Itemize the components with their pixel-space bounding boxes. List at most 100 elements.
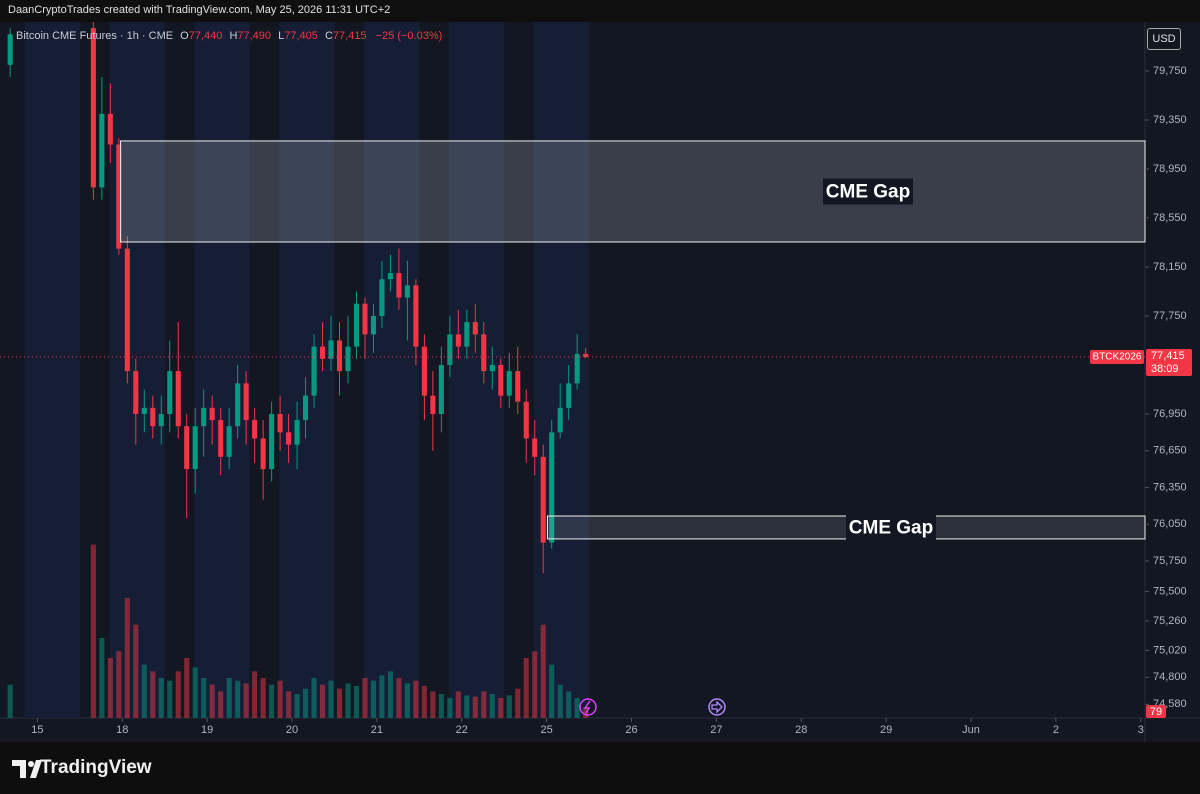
session-band <box>109 22 165 718</box>
event-icon[interactable] <box>579 698 597 716</box>
candle-body <box>413 285 419 347</box>
volume-bar <box>175 671 181 718</box>
volume-bar <box>7 684 13 718</box>
logo-icon <box>12 760 42 778</box>
volume-bar <box>387 671 393 718</box>
candle-body <box>226 426 232 457</box>
ohlc-value: 77,415 <box>332 30 367 42</box>
volume-bar <box>549 664 555 718</box>
candle-body <box>515 371 521 402</box>
volume-bar <box>286 691 292 718</box>
candle-body <box>396 273 402 298</box>
candle-body <box>116 144 122 249</box>
candle-body <box>438 364 444 414</box>
footer-background <box>0 742 1200 794</box>
logo-text: TradingView <box>40 757 152 778</box>
candle-body <box>379 279 385 316</box>
candle-body <box>498 364 504 396</box>
candle-body <box>90 28 96 188</box>
volume-bar <box>557 684 563 718</box>
candle-body <box>269 413 275 470</box>
volume-bar <box>226 678 232 718</box>
volume-bar <box>107 658 113 718</box>
volume-bar <box>124 598 130 718</box>
volume-bar <box>413 680 419 718</box>
volume-bar <box>506 695 512 718</box>
volume-bar <box>319 684 326 718</box>
y-tick-label: 75,750 <box>1153 555 1187 567</box>
candle-body <box>370 315 377 335</box>
volume-bar <box>353 686 360 718</box>
y-tick-label: 79,350 <box>1153 114 1187 126</box>
symbol-badge <box>1090 350 1144 365</box>
y-tick-label: 77,750 <box>1153 310 1187 322</box>
session-band <box>364 22 420 718</box>
ohlc-value: 77,405 <box>284 30 318 42</box>
x-tick-label: 3 <box>1138 724 1144 736</box>
candle-body <box>192 426 198 470</box>
y-tick-label: 76,650 <box>1153 445 1187 457</box>
volume-bar <box>455 691 461 718</box>
volume-bar <box>303 688 309 718</box>
y-tick-label: 78,150 <box>1153 261 1187 273</box>
x-tick-label: 2 <box>1053 724 1059 736</box>
volume-bar <box>574 698 580 718</box>
volume-bar <box>141 664 147 718</box>
currency-button[interactable]: USD <box>1147 28 1181 50</box>
x-tick-label: 29 <box>880 724 892 736</box>
y-tick-label: 78,550 <box>1153 212 1187 224</box>
volume-bar <box>235 680 241 718</box>
event-icon-glyph <box>711 700 723 714</box>
x-tick-label: 15 <box>31 724 43 736</box>
candle-body <box>294 420 300 445</box>
volume-bar <box>430 691 436 718</box>
y-tick-label: 79,750 <box>1153 65 1187 77</box>
volume-layer <box>7 544 589 718</box>
y-tick-label: 78,950 <box>1153 163 1187 175</box>
volume-bar <box>379 675 385 718</box>
y-tick-label: 74,800 <box>1153 671 1187 683</box>
volume-bar <box>362 678 368 718</box>
candle-body <box>277 413 283 433</box>
candle-body <box>150 407 156 427</box>
candle-body <box>549 432 555 543</box>
session-band <box>449 22 505 718</box>
volume-bar <box>532 651 538 718</box>
event-icon[interactable] <box>708 698 726 716</box>
ohlc-value: 77,490 <box>237 30 272 42</box>
candle-body <box>311 346 317 396</box>
ohlc-value: 77,440 <box>188 30 223 42</box>
legend: Bitcoin CME Futures · 1h · CME O77,440 H… <box>16 30 442 42</box>
gap-label: CME Gap <box>826 181 910 202</box>
candle-body <box>252 420 258 439</box>
x-tick-label: 25 <box>540 724 552 736</box>
y-tick-label: 76,350 <box>1153 481 1187 493</box>
candle-body <box>133 371 139 414</box>
volume-bar <box>336 688 343 718</box>
y-tick-label: 76,050 <box>1153 518 1187 530</box>
volume-bar <box>133 624 139 718</box>
volume-bar <box>260 678 266 718</box>
y-tick-label: 75,500 <box>1153 585 1187 597</box>
session-bands <box>24 22 590 718</box>
candle-body <box>7 34 13 65</box>
candle-body <box>362 303 368 335</box>
volume-bar <box>515 688 521 718</box>
volume-bar <box>566 691 572 718</box>
candle-body <box>158 413 164 427</box>
candle-body <box>566 383 572 408</box>
x-tick-label: 19 <box>201 724 213 736</box>
event-icon-glyph <box>583 700 591 714</box>
candle-body <box>404 285 410 298</box>
volume-bar <box>243 683 249 718</box>
candle-body <box>107 113 113 145</box>
candle-body <box>124 248 130 372</box>
candle-body <box>141 407 147 414</box>
session-band <box>533 22 590 718</box>
volume-bar <box>404 683 410 718</box>
volume-bar <box>464 695 470 718</box>
ohlc-key: O <box>180 30 189 42</box>
x-tick-label: 28 <box>795 724 807 736</box>
gap-box <box>120 140 1146 243</box>
symbol: Bitcoin CME Futures · 1h · CME <box>16 30 174 42</box>
